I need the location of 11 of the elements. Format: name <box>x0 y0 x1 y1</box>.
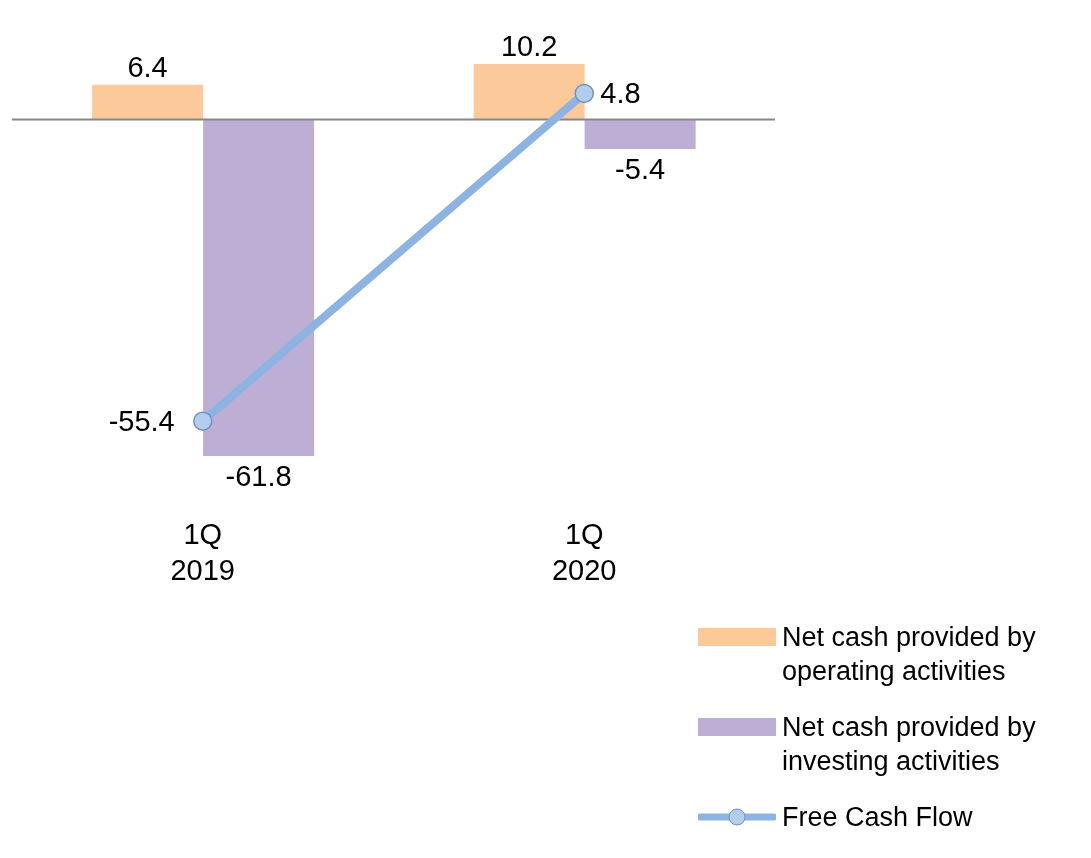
x-tick-label: 1Q 2019 <box>170 518 236 586</box>
legend-label: Free Cash Flow <box>782 801 973 834</box>
data-label: 4.8 <box>600 77 641 110</box>
data-label: 10.2 <box>500 30 558 62</box>
x-tick-label: 1Q 2020 <box>551 518 617 586</box>
data-label: -61.8 <box>225 460 292 492</box>
data-label: -5.4 <box>615 152 666 185</box>
legend-label: Net cash provided by investing activities <box>782 711 1037 778</box>
data-label: -55.4 <box>108 405 175 438</box>
legend-label: Net cash provided by operating activities <box>782 621 1037 688</box>
data-label: 6.4 <box>127 50 168 83</box>
